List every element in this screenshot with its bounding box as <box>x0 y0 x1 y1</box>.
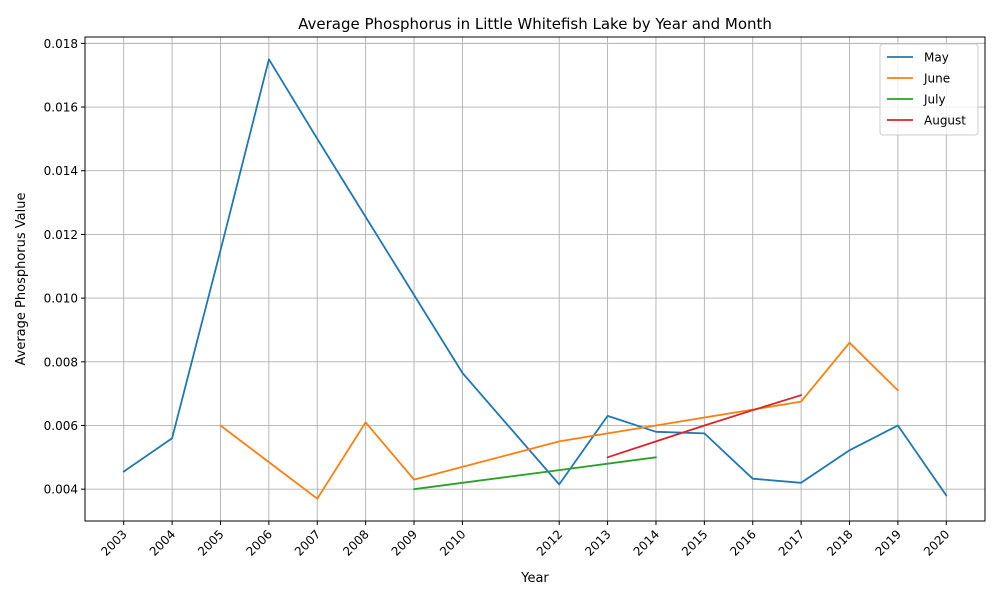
grid-lines <box>85 37 985 521</box>
x-tick-label: 2016 <box>727 527 758 558</box>
x-tick-label: 2008 <box>340 527 371 558</box>
plot-area <box>85 37 985 521</box>
legend-label-may: May <box>924 51 949 65</box>
y-axis-ticks: 0.004 0.006 0.008 0.010 0.012 0.014 0.016 0.018 <box>44 37 85 497</box>
series-line-august <box>606 394 802 459</box>
series-line-may <box>122 58 948 497</box>
x-tick-label: 2012 <box>534 527 565 558</box>
x-axis-label: Year <box>520 571 549 586</box>
y-tick-label: 0.004 <box>44 483 78 497</box>
x-tick-label: 2014 <box>631 527 662 558</box>
y-tick-label: 0.014 <box>44 164 78 178</box>
y-tick-label: 0.006 <box>44 419 78 433</box>
x-tick-label: 2017 <box>776 527 807 558</box>
y-tick-label: 0.008 <box>44 355 78 369</box>
x-tick-label: 2006 <box>243 527 274 558</box>
x-tick-label: 2020 <box>921 527 952 558</box>
legend-label-july: July <box>923 93 946 107</box>
x-tick-label: 2003 <box>98 527 129 558</box>
x-tick-label: 2019 <box>873 527 904 558</box>
x-tick-label: 2005 <box>195 527 226 558</box>
x-tick-label: 2007 <box>292 527 323 558</box>
series-line-july <box>413 456 657 491</box>
chart-title: Average Phosphorus in Little Whitefish L… <box>298 15 772 33</box>
x-axis-ticks: 2003 2004 2005 2006 2007 2008 2009 2010 2012 2013… <box>98 521 952 559</box>
series-line-june <box>219 341 899 500</box>
y-axis-label: Average Phosphorus Value <box>14 193 29 366</box>
x-tick-label: 2004 <box>147 527 178 558</box>
series-lines <box>122 58 948 500</box>
y-tick-label: 0.016 <box>44 101 78 115</box>
x-tick-label: 2009 <box>389 527 420 558</box>
x-tick-label: 2015 <box>679 527 710 558</box>
legend-label-june: June <box>923 72 950 86</box>
x-tick-label: 2013 <box>582 527 613 558</box>
legend: May June July August <box>879 43 979 136</box>
plot-frame <box>84 36 986 522</box>
y-tick-label: 0.018 <box>44 37 78 51</box>
legend-label-august: August <box>924 114 966 128</box>
legend-box <box>879 43 979 136</box>
y-tick-label: 0.012 <box>44 228 78 242</box>
x-tick-label: 2010 <box>437 527 468 558</box>
x-tick-label: 2018 <box>824 527 855 558</box>
y-tick-label: 0.010 <box>44 292 78 306</box>
